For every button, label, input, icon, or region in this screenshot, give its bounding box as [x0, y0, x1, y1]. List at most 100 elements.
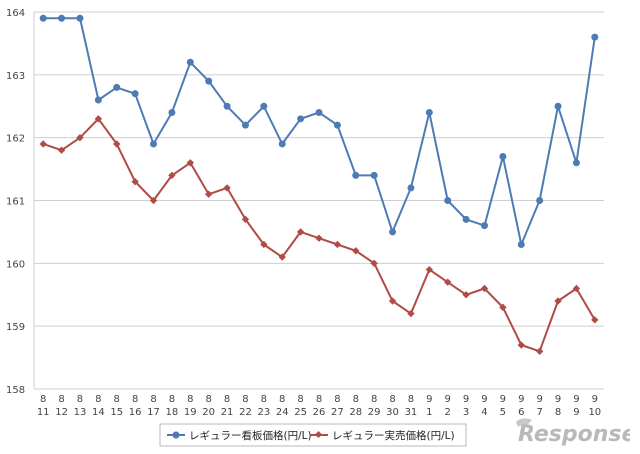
- x-tick-day: 21: [221, 407, 234, 418]
- x-tick-day: 8: [555, 407, 561, 418]
- x-tick-day: 15: [110, 407, 123, 418]
- x-tick-month: 8: [95, 394, 101, 405]
- x-tick-day: 26: [313, 407, 326, 418]
- x-tick-month: 8: [132, 394, 138, 405]
- data-point: [131, 177, 139, 186]
- x-tick-day: 30: [386, 407, 399, 418]
- x-tick-day: 13: [74, 407, 87, 418]
- watermark-swoosh: [516, 418, 532, 427]
- data-point: [58, 14, 66, 22]
- y-tick-label: 164: [6, 8, 25, 19]
- x-tick-month: 9: [555, 394, 561, 405]
- data-point: [480, 222, 488, 230]
- data-point: [333, 240, 342, 249]
- x-tick-day: 1: [426, 407, 432, 418]
- x-tick-month: 9: [500, 394, 506, 405]
- watermark-logo: Response.: [516, 418, 630, 447]
- x-tick-month: 8: [371, 394, 377, 405]
- data-point: [223, 102, 231, 110]
- x-tick-day: 24: [276, 407, 289, 418]
- x-tick-day: 5: [500, 407, 506, 418]
- legend-marker-actual: [314, 430, 323, 439]
- x-tick-day: 7: [536, 407, 542, 418]
- data-point: [260, 102, 268, 110]
- x-tick-day: 20: [202, 407, 215, 418]
- x-tick-month: 9: [518, 394, 524, 405]
- data-point: [150, 140, 158, 148]
- data-point: [370, 171, 378, 179]
- x-tick-day: 9: [573, 407, 579, 418]
- data-point: [572, 284, 581, 293]
- x-tick-month: 8: [242, 394, 248, 405]
- x-axis-tick-labels: 8118128138148158168178188198208218228238…: [37, 394, 601, 418]
- data-point: [149, 196, 158, 205]
- x-tick-month: 8: [169, 394, 175, 405]
- x-tick-month: 8: [316, 394, 322, 405]
- data-point: [407, 184, 415, 192]
- data-point: [352, 171, 360, 179]
- data-point: [57, 146, 66, 154]
- data-point: [205, 190, 213, 198]
- data-point: [241, 121, 249, 129]
- data-point: [315, 234, 323, 242]
- y-tick-label: 163: [6, 71, 25, 82]
- data-point: [260, 240, 268, 249]
- data-point: [315, 109, 323, 117]
- data-point: [131, 90, 139, 98]
- x-tick-month: 9: [445, 394, 451, 405]
- data-point: [241, 215, 250, 224]
- data-point: [444, 197, 452, 204]
- x-tick-month: 8: [389, 394, 395, 405]
- x-tick-month: 9: [592, 394, 598, 405]
- data-point: [499, 303, 507, 311]
- y-tick-label: 159: [6, 322, 25, 333]
- series-line-0: [43, 17, 596, 246]
- data-point: [389, 228, 397, 236]
- x-tick-day: 19: [184, 407, 197, 418]
- x-tick-month: 8: [187, 394, 193, 405]
- x-tick-month: 8: [114, 394, 120, 405]
- x-tick-day: 11: [37, 407, 50, 418]
- data-point: [535, 347, 544, 355]
- data-point: [591, 316, 599, 324]
- data-point: [425, 265, 433, 274]
- data-point: [388, 297, 397, 305]
- data-point: [462, 215, 470, 223]
- data-point: [39, 140, 47, 148]
- x-tick-day: 3: [463, 407, 469, 418]
- data-point: [407, 309, 415, 318]
- x-tick-month: 9: [536, 394, 542, 405]
- x-tick-day: 12: [55, 407, 68, 418]
- series-1: [39, 115, 599, 355]
- x-tick-day: 14: [92, 407, 105, 418]
- data-point: [480, 284, 489, 293]
- x-tick-month: 8: [297, 394, 303, 405]
- x-tick-day: 27: [331, 407, 344, 418]
- x-tick-day: 2: [445, 407, 451, 418]
- data-point: [536, 197, 544, 204]
- x-tick-month: 8: [77, 394, 83, 405]
- x-tick-day: 16: [129, 407, 142, 418]
- data-point: [278, 253, 286, 261]
- x-tick-month: 8: [150, 394, 156, 405]
- x-tick-day: 6: [518, 407, 524, 418]
- series-0: [39, 14, 599, 248]
- gridlines: [33, 11, 604, 390]
- data-point: [572, 159, 580, 167]
- legend-label-signboard: レギュラー看板価格(円/L): [189, 429, 312, 442]
- data-point: [554, 102, 562, 110]
- data-point: [94, 96, 102, 104]
- data-point: [444, 278, 452, 286]
- data-point: [296, 228, 305, 236]
- x-tick-day: 22: [239, 407, 252, 418]
- data-point: [499, 153, 507, 161]
- legend-item-signboard-price: レギュラー看板価格(円/L): [167, 429, 312, 442]
- data-point: [205, 77, 213, 85]
- data-point: [517, 341, 525, 349]
- x-tick-day: 28: [349, 407, 362, 418]
- data-point: [168, 171, 176, 180]
- data-point: [186, 159, 194, 167]
- data-point: [591, 33, 599, 41]
- y-tick-label: 160: [6, 259, 25, 270]
- legend: レギュラー看板価格(円/L) レギュラー実売価格(円/L): [159, 423, 467, 447]
